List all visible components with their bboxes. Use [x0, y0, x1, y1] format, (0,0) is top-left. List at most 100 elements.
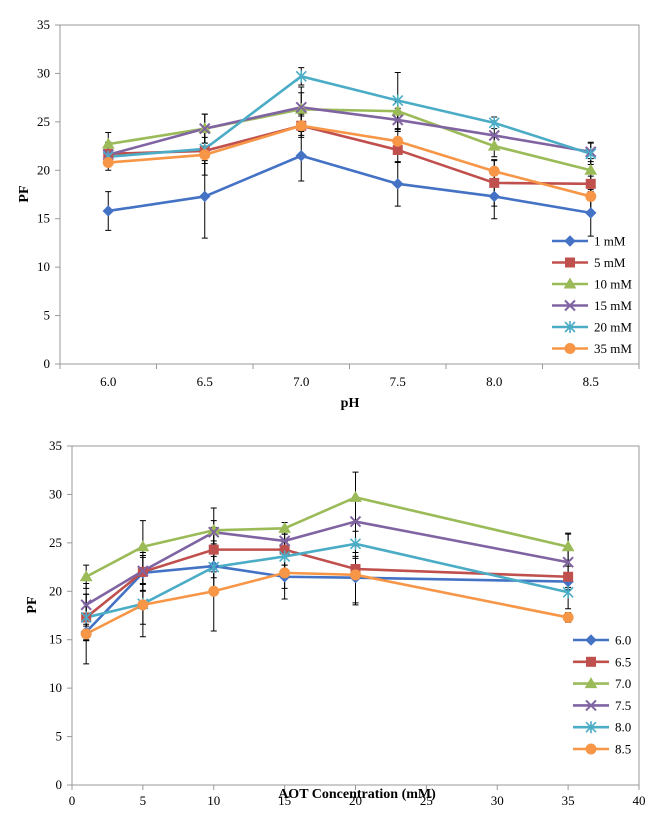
data-point	[489, 177, 500, 188]
data-point	[584, 677, 598, 689]
y-tick-label: 20	[37, 162, 50, 177]
data-point	[349, 490, 362, 502]
data-point	[564, 343, 576, 354]
legend-label: 35 mM	[594, 341, 632, 356]
data-point	[350, 569, 361, 581]
y-axis-title: PF	[25, 596, 40, 613]
data-point	[208, 544, 219, 555]
series-lines	[107, 74, 592, 215]
x-tick-label: 7.0	[293, 374, 309, 389]
data-point	[137, 599, 149, 611]
series-markers	[101, 70, 598, 219]
legend-label: 5 mM	[594, 255, 626, 270]
y-tick-label: 10	[37, 259, 50, 274]
legend-label: 1 mM	[594, 234, 626, 249]
data-point	[487, 139, 501, 151]
data-point	[585, 178, 596, 189]
data-point	[101, 137, 115, 149]
data-point	[137, 565, 149, 577]
data-point	[295, 70, 307, 83]
series-lines	[85, 495, 569, 636]
x-tick-label: 5	[140, 793, 147, 808]
y-tick-label: 20	[49, 583, 62, 598]
data-point	[488, 190, 500, 203]
y-tick-label: 30	[49, 486, 62, 501]
series-markers	[79, 490, 575, 640]
data-point	[136, 540, 150, 552]
x-tick-label: 40	[633, 793, 646, 808]
data-point	[80, 599, 92, 611]
x-tick-label: 30	[491, 793, 504, 808]
x-tick-label: 6.0	[100, 374, 116, 389]
y-axis-title: PF	[17, 185, 32, 202]
y-tick-label: 0	[56, 777, 63, 792]
legend-label: 7.5	[615, 698, 631, 713]
y-tick-label: 35	[49, 438, 62, 453]
data-point	[585, 721, 597, 734]
legend-label: 6.5	[615, 654, 631, 669]
y-tick-label: 5	[56, 729, 63, 744]
y-tick-label: 5	[44, 308, 51, 323]
legend: 6.0 6.5 7.0 7.5 8.0 8.5	[573, 633, 631, 757]
legend-label: 7.0	[615, 676, 631, 691]
aot-chart: 0 5 10 15 20 25 30 35 0 5 10 15 20 25 30 35 40 AOT Conce…	[25, 438, 646, 808]
data-point	[564, 235, 576, 247]
plot-area-border	[59, 24, 640, 365]
series-line-0	[85, 564, 569, 633]
data-point	[585, 147, 597, 160]
data-point	[584, 163, 598, 175]
data-point	[79, 570, 93, 582]
legend-label: 6.0	[615, 633, 631, 648]
data-point	[488, 116, 500, 129]
legend-label: 15 mM	[594, 298, 632, 313]
data-point	[585, 634, 597, 646]
series-line-1	[85, 548, 569, 619]
y-tick-label: 0	[44, 356, 51, 371]
data-point	[562, 556, 574, 568]
x-axis-title: pH	[341, 396, 360, 410]
x-tick-label: 8.0	[486, 374, 502, 389]
series-line-2	[108, 107, 592, 172]
data-point	[208, 526, 220, 538]
data-point	[585, 207, 597, 219]
data-point	[562, 586, 574, 599]
x-tick-label: 20	[349, 793, 362, 808]
data-point	[563, 571, 574, 582]
series-line-3	[85, 520, 569, 606]
y-tick-label: 30	[37, 65, 50, 80]
data-point	[295, 120, 307, 132]
data-point	[80, 628, 92, 640]
data-point	[278, 521, 291, 533]
data-point	[564, 321, 576, 333]
x-tick-label: 25	[420, 793, 433, 808]
y-tick-label: 25	[49, 535, 62, 550]
x-tick-label: 8.5	[583, 374, 599, 389]
data-point	[392, 94, 404, 107]
x-tick-label: 6.5	[197, 374, 213, 389]
y-tick-label: 15	[37, 211, 50, 226]
y-tick-label: 25	[37, 114, 50, 129]
x-tick-label: 35	[562, 793, 575, 808]
data-point	[279, 567, 291, 579]
data-point	[585, 190, 597, 202]
data-point	[102, 205, 114, 217]
axes: 0 5 10 15 20 25 30 35 0 5 10 15 20 25 30 35 40	[49, 438, 646, 808]
data-point	[278, 535, 291, 547]
series-line-4	[108, 74, 592, 159]
series-line-5	[85, 571, 569, 636]
data-point	[563, 277, 577, 289]
x-axis-title: AOT Concentration (mM)	[278, 787, 436, 802]
data-point	[562, 611, 574, 623]
series-line-5	[108, 124, 592, 198]
data-point	[564, 299, 576, 312]
data-point	[488, 165, 500, 177]
series-line-3	[107, 106, 591, 157]
data-point	[488, 129, 500, 142]
legend-label: 20 mM	[594, 320, 632, 335]
data-point	[561, 540, 575, 552]
data-point	[392, 114, 404, 126]
x-tick-label: 0	[69, 793, 76, 808]
series-line-2	[85, 495, 569, 578]
series-line-4	[85, 542, 569, 619]
legend-label: 10 mM	[594, 277, 632, 292]
